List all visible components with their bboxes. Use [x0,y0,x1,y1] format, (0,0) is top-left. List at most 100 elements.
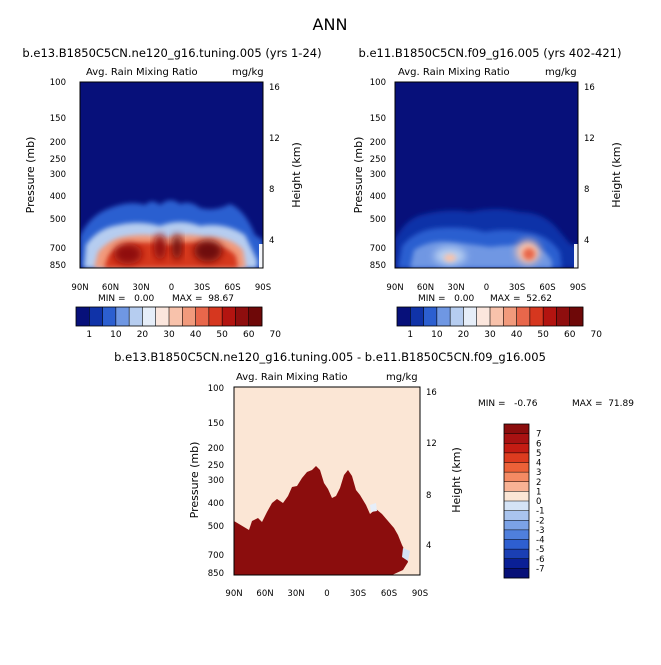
panel-3-ytick: 250 [208,461,224,471]
colorbar-swatch [543,307,557,326]
panel-2-y-ticks: 100 150 200 250 300 400 500 700 850 [370,78,386,271]
colorbar-swatch [556,307,571,326]
panel-2-y2tick: 12 [584,134,595,144]
colorbar-swatch [89,307,103,326]
panel-3-xtick: 0 [324,589,329,599]
colorbar-frame [396,306,584,327]
panel-3-y2tick: 12 [426,439,437,449]
panel-2: b.e11.B1850C5CN.f09_g16.005 (yrs 402-421… [352,46,623,340]
colorbar-swatch [504,481,529,492]
panel-1-ytick: 150 [50,114,66,124]
colorbar-swatch [529,307,544,326]
colorbar-label: 70 [591,330,603,340]
panel-1-ytick: 700 [50,244,66,254]
panel-1-title: b.e13.B1850C5CN.ne120_g16.tuning.005 (yr… [22,46,321,60]
panel-1-ytick: 250 [50,155,66,165]
panel-3-xtick: 30S [350,589,366,599]
panel-1-white-strip [259,244,263,268]
panel-3-ylabel: Pressure (mb) [188,442,201,519]
panel-2-ytick: 700 [370,244,386,254]
colorbar-swatch [182,307,196,326]
panel-3-y2tick: 16 [426,388,437,398]
colorbar-swatch [142,307,157,326]
panel-2-xtick: 90N [386,283,403,293]
colorbar-swatch [504,433,529,444]
colorbar-label: 1 [407,330,413,340]
panel-1-ytick: 300 [50,170,66,180]
colorbar-frame [503,423,530,579]
panel-1-ylabel: Pressure (mb) [24,137,37,214]
panel-3-xtick: 60S [381,589,397,599]
colorbar-label: 0 [536,497,541,507]
panel-3-y-ticks: 100 150 200 250 300 400 500 700 850 [208,384,224,579]
colorbar-label: 5 [536,449,541,459]
colorbar-label: 6 [536,439,541,449]
colorbar-label: 3 [536,468,541,478]
panel-1-y2tick: 16 [269,83,280,93]
colorbar-label: 60 [564,330,576,340]
colorbar-swatch [76,307,90,326]
panel-1-y2-ticks: 16 12 8 4 [269,83,280,246]
panel-2-y2label: Height (km) [610,142,623,208]
colorbar-frame [75,306,263,327]
colorbar-swatch [115,307,130,326]
colorbar-label: -5 [536,545,544,555]
panel-1-y2label: Height (km) [290,142,303,208]
panel-3-ytick: 200 [208,444,224,454]
panel-1-xtick: 90N [71,283,88,293]
panel-2-rain-field [395,209,578,268]
panel-3-ytick: 500 [208,522,224,532]
panel-1-min: MIN = 0.00 [98,294,154,304]
colorbar-label: 60 [243,330,255,340]
panel-1-xtick: 60S [224,283,240,293]
panel-1-core-2 [154,234,166,260]
panel-1-xtick: 60N [102,283,119,293]
panel-3-xtick: 60N [256,589,273,599]
panel-2-x-ticks: 90N 60N 30N 0 30S 60S 90S [386,283,586,293]
colorbar-swatch [504,520,529,531]
panel-1-y2tick: 12 [269,134,280,144]
panel-2-ylabel: Pressure (mb) [352,137,365,214]
panel-1-variable: Avg. Rain Mixing Ratio [86,67,198,78]
colorbar-swatch [504,529,529,540]
colorbar-swatch [504,443,529,454]
panel-2-ytick: 200 [370,138,386,148]
colorbar-label: 40 [190,330,202,340]
colorbar-label: 1 [86,330,92,340]
panel-2-ytick: 500 [370,215,386,225]
panel-2-y2-ticks: 16 12 8 4 [584,83,595,246]
panel-1-xtick: 0 [169,283,174,293]
colorbar-swatch [504,549,529,560]
colorbar-swatch [490,307,504,326]
panel-2-ytick: 850 [370,261,386,271]
colorbar-label: -1 [536,507,544,517]
colorbar-swatch [436,307,451,326]
panel-1-ytick: 100 [50,78,66,88]
panel-3-ytick: 150 [208,419,224,429]
colorbar-label: 20 [137,330,149,340]
colorbar-swatch [195,307,210,326]
panel-1-y2tick: 4 [269,236,274,246]
panel-3-x-ticks: 90N 60N 30N 0 30S 60S 90S [225,589,428,599]
panel-1-colorbar: 1 10 20 30 40 50 60 70 [75,306,281,340]
page-title: ANN [313,15,348,34]
colorbar-swatch [169,307,183,326]
panel-1-core-4 [194,240,222,262]
panel-1-ytick: 850 [50,261,66,271]
panel-3-y2label: Height (km) [450,447,463,513]
panel-3-y2-ticks: 16 12 8 4 [426,388,437,551]
colorbar-swatch [222,307,236,326]
colorbar-swatch [503,307,517,326]
colorbar-swatch [235,307,250,326]
panel-1-units: mg/kg [232,67,264,78]
colorbar-label: 50 [537,330,549,340]
panel-1-frame [79,81,264,269]
panel-2-ytick: 100 [370,78,386,88]
panel-2-xtick: 30S [509,283,525,293]
colorbar-label: 30 [484,330,496,340]
panel-3-ytick: 700 [208,551,224,561]
panel-3-positive-region [234,466,408,575]
colorbar-swatch [463,307,478,326]
